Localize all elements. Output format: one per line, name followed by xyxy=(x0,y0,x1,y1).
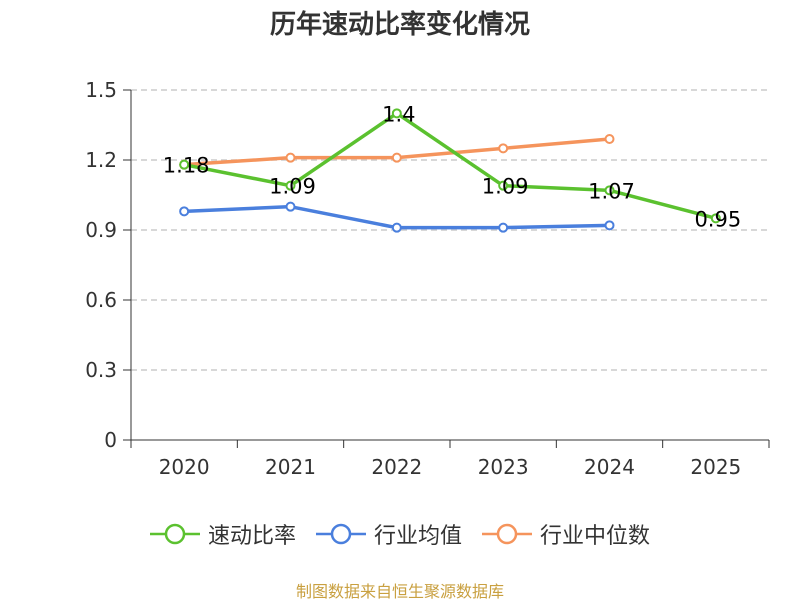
x-tick-label: 2020 xyxy=(159,455,210,479)
legend-line-marker-icon xyxy=(482,523,532,545)
x-tick-label: 2024 xyxy=(584,455,635,479)
series-point-1 xyxy=(604,220,615,231)
x-tick-label: 2025 xyxy=(690,455,741,479)
legend-item[interactable]: 行业均值 xyxy=(315,518,462,550)
y-tick-label: 1.2 xyxy=(85,148,117,172)
series-point-2 xyxy=(604,134,615,144)
axes: 0 0.3 0.6 0.9 1.2 1.5 2020 2021 2022 2023 2024 2025 xyxy=(85,78,770,479)
grid-lines xyxy=(131,89,769,371)
series-point-1 xyxy=(391,222,402,233)
series-point-2 xyxy=(498,143,509,154)
series-point-1 xyxy=(498,222,509,233)
series-point-0 xyxy=(179,159,190,170)
legend-label: 行业中位数 xyxy=(540,524,651,549)
y-tick-label: 0.9 xyxy=(85,218,117,242)
series-lines xyxy=(179,108,721,233)
y-tick-label: 1.5 xyxy=(85,78,117,102)
series-line-0 xyxy=(183,111,717,221)
legend-label: 速动比率 xyxy=(207,524,296,549)
legend-line-marker-icon xyxy=(149,523,200,545)
series-point-2 xyxy=(285,152,296,163)
series-point-1 xyxy=(179,206,190,217)
data-label: 1.09 xyxy=(482,175,529,199)
series-point-2 xyxy=(391,152,402,163)
data-label: 1.09 xyxy=(269,175,316,199)
data-label: 1.18 xyxy=(163,154,210,178)
series-point-0 xyxy=(498,180,509,191)
data-label: 0.95 xyxy=(694,207,741,231)
y-tick-label: 0.6 xyxy=(85,288,117,312)
series-point-0 xyxy=(285,180,296,191)
data-labels: 1.18 1.09 1.4 1.09 1.07 0.95 xyxy=(163,102,741,231)
series-point-0 xyxy=(391,108,402,119)
x-tick-label: 2022 xyxy=(371,455,422,479)
series-point-0 xyxy=(710,213,721,224)
x-tick-label: 2021 xyxy=(265,455,316,479)
y-tick-label: 0.3 xyxy=(85,358,117,382)
series-point-1 xyxy=(285,201,296,212)
legend-item[interactable]: 速动比率 xyxy=(149,518,296,550)
series-point-0 xyxy=(604,185,615,196)
chart-title: 历年速动比率变化情况 xyxy=(269,10,530,40)
legend-label: 行业均值 xyxy=(373,524,462,549)
legend-item[interactable]: 行业中位数 xyxy=(482,518,650,550)
data-label: 1.4 xyxy=(382,102,415,126)
source-footer: 制图数据来自恒生聚源数据库 xyxy=(295,582,504,601)
data-label: 1.07 xyxy=(588,179,635,203)
y-tick-label: 0 xyxy=(104,428,117,452)
legend-line-marker-icon xyxy=(315,523,366,545)
x-tick-label: 2023 xyxy=(478,455,529,479)
legend: 速动比率 行业均值 行业中位数 xyxy=(0,518,800,550)
